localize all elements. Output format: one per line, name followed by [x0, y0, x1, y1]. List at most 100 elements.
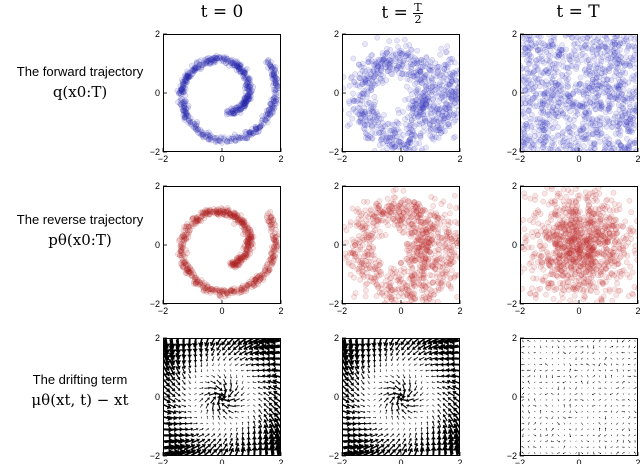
scatter-point	[265, 106, 272, 113]
scatter-point	[351, 105, 357, 112]
scatter-point	[387, 62, 393, 69]
scatter-point	[465, 104, 470, 109]
scatter-point	[540, 131, 547, 138]
scatter-point	[539, 144, 546, 150]
scatter-point	[459, 74, 460, 78]
scatter-point	[224, 205, 231, 211]
scatter-point	[440, 68, 446, 75]
scatter-point	[605, 55, 612, 62]
scatter-point	[174, 87, 181, 94]
scatter-point	[431, 131, 438, 137]
scatter-point	[445, 121, 451, 127]
scatter-point	[509, 267, 514, 272]
scatter-point	[269, 110, 275, 117]
scatter-point	[626, 95, 633, 102]
scatter-point	[414, 47, 421, 54]
scatter-point	[577, 127, 584, 134]
scatter-point	[576, 81, 583, 88]
scatter-point	[583, 115, 590, 121]
scatter-point	[522, 46, 529, 52]
scatter-point	[227, 210, 233, 216]
scatter-point	[423, 103, 430, 110]
scatter-point	[583, 69, 590, 76]
scatter-point	[236, 63, 243, 69]
scatter-point	[415, 256, 422, 262]
scatter-point	[238, 259, 245, 265]
scatter-point	[176, 89, 183, 96]
scatter-point	[361, 87, 368, 94]
scatter-point	[567, 133, 573, 139]
scatter-point	[267, 105, 274, 112]
scatter-point	[358, 114, 364, 121]
scatter-point	[402, 282, 409, 288]
scatter-point	[220, 286, 227, 293]
scatter-point	[418, 59, 424, 65]
scatter-point	[259, 113, 265, 120]
scatter-point	[362, 114, 369, 121]
scatter-point	[577, 102, 583, 109]
scatter-point	[623, 122, 629, 129]
scatter-point	[216, 54, 223, 60]
scatter-point	[236, 64, 243, 71]
scatter-point	[242, 229, 248, 235]
scatter-point	[434, 214, 441, 221]
scatter-point	[204, 59, 211, 66]
scatter-point	[213, 134, 220, 141]
scatter-point	[244, 247, 250, 254]
scatter-point	[184, 73, 191, 79]
scatter-point	[397, 204, 403, 211]
scatter-point	[365, 80, 371, 86]
scatter-point	[198, 213, 204, 220]
scatter-point	[365, 251, 372, 258]
scatter-point	[379, 78, 386, 84]
scatter-point	[242, 227, 249, 233]
scatter-point	[262, 268, 268, 275]
scatter-point	[578, 134, 585, 141]
scatter-point	[210, 208, 216, 215]
scatter-point	[387, 64, 393, 70]
scatter-point	[424, 264, 430, 270]
scatter-point	[246, 79, 253, 85]
scatter-point	[267, 222, 274, 229]
scatter-point	[266, 267, 273, 273]
scatter-point	[448, 75, 454, 81]
scatter-point	[420, 58, 427, 64]
scatter-point	[368, 86, 374, 93]
scatter-point	[431, 118, 437, 124]
scatter-point	[224, 138, 231, 145]
scatter-point	[613, 119, 620, 126]
scatter-point	[371, 93, 378, 100]
scatter-point	[526, 34, 533, 39]
scatter-point	[276, 247, 281, 254]
scatter-point	[193, 215, 200, 221]
scatter-point	[225, 207, 232, 214]
scatter-point	[434, 279, 441, 285]
scatter-point	[618, 103, 625, 109]
scatter-point	[347, 271, 354, 278]
scatter-point	[542, 135, 548, 141]
scatter-point	[612, 41, 618, 48]
scatter-point	[525, 98, 531, 104]
scatter-point	[612, 57, 618, 64]
scatter-point	[252, 276, 259, 283]
scatter-point	[397, 141, 404, 148]
scatter-point	[612, 56, 618, 62]
scatter-point	[633, 107, 638, 113]
scatter-point	[359, 91, 365, 97]
scatter-point	[272, 80, 278, 87]
scatter-point	[184, 261, 191, 268]
scatter-point	[212, 54, 218, 61]
scatter-point	[392, 129, 398, 136]
scatter-point	[539, 118, 546, 125]
scatter-point	[461, 95, 466, 100]
scatter-point	[243, 98, 250, 105]
scatter-point	[407, 72, 414, 79]
scatter-point	[239, 286, 245, 293]
scatter-point	[235, 255, 242, 261]
scatter-point	[596, 118, 603, 125]
scatter-point	[236, 66, 242, 73]
scatter-point	[244, 75, 251, 82]
scatter-point	[613, 55, 619, 61]
scatter-point	[573, 99, 580, 106]
scatter-point	[378, 116, 385, 122]
